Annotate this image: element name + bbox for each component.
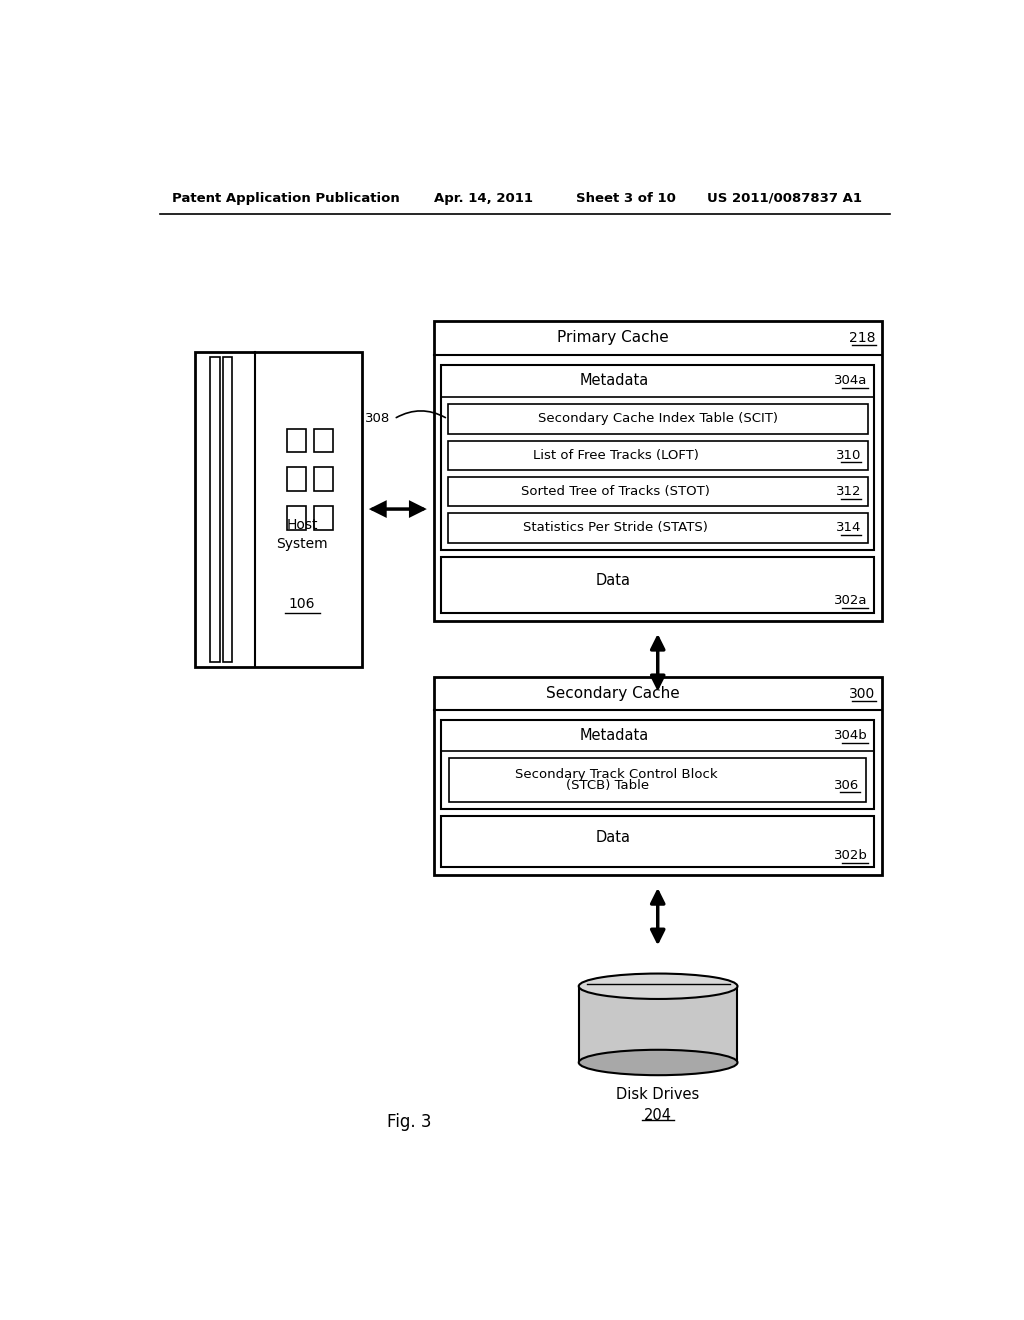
Text: (STCB) Table: (STCB) Table	[566, 779, 649, 792]
Bar	[441, 721, 873, 809]
Text: 304a: 304a	[835, 375, 867, 388]
Bar	[287, 467, 306, 491]
Text: Data: Data	[595, 830, 631, 845]
Text: 306: 306	[835, 779, 860, 792]
Text: Disk Drives: Disk Drives	[616, 1088, 699, 1102]
Text: US 2011/0087837 A1: US 2011/0087837 A1	[708, 191, 862, 205]
Text: Secondary Track Control Block: Secondary Track Control Block	[515, 768, 718, 781]
Text: Sorted Tree of Tracks (STOT): Sorted Tree of Tracks (STOT)	[521, 486, 711, 498]
Text: 218: 218	[849, 331, 876, 345]
Bar	[313, 467, 333, 491]
Bar	[447, 441, 867, 470]
Text: 314: 314	[836, 521, 861, 535]
Bar	[447, 404, 867, 433]
Bar	[433, 321, 882, 620]
Bar	[313, 429, 333, 453]
Text: Data: Data	[595, 573, 631, 587]
Text: Host
System: Host System	[276, 517, 328, 550]
Text: Primary Cache: Primary Cache	[557, 330, 669, 346]
Ellipse shape	[579, 974, 737, 999]
Bar	[441, 816, 873, 867]
Text: List of Free Tracks (LOFT): List of Free Tracks (LOFT)	[532, 449, 698, 462]
Bar	[579, 986, 737, 1063]
Text: Patent Application Publication: Patent Application Publication	[172, 191, 399, 205]
Bar	[287, 429, 306, 453]
Text: 312: 312	[836, 486, 861, 498]
Bar	[447, 513, 867, 543]
Text: 302a: 302a	[835, 594, 867, 607]
Bar	[223, 356, 232, 661]
Text: Secondary Cache Index Table (SCIT): Secondary Cache Index Table (SCIT)	[538, 412, 778, 425]
Text: 310: 310	[836, 449, 861, 462]
Bar	[211, 356, 219, 661]
Text: Metadata: Metadata	[580, 374, 649, 388]
Bar	[441, 557, 873, 612]
Text: Sheet 3 of 10: Sheet 3 of 10	[577, 191, 676, 205]
Text: 302b: 302b	[834, 849, 867, 862]
Bar	[433, 677, 882, 875]
Bar	[447, 477, 867, 507]
Ellipse shape	[579, 1049, 737, 1076]
Text: Fig. 3: Fig. 3	[387, 1113, 432, 1131]
Text: 300: 300	[849, 686, 876, 701]
Bar	[196, 351, 362, 667]
Text: 106: 106	[289, 597, 315, 611]
Text: 204: 204	[644, 1107, 672, 1123]
Bar	[313, 507, 333, 529]
Bar	[441, 364, 873, 549]
Text: Apr. 14, 2011: Apr. 14, 2011	[433, 191, 532, 205]
Text: Statistics Per Stride (STATS): Statistics Per Stride (STATS)	[523, 521, 709, 535]
Bar	[287, 507, 306, 529]
Text: Secondary Cache: Secondary Cache	[546, 686, 680, 701]
Text: 308: 308	[365, 412, 390, 425]
Bar	[450, 758, 866, 801]
Text: Metadata: Metadata	[580, 729, 649, 743]
Text: 304b: 304b	[834, 729, 867, 742]
